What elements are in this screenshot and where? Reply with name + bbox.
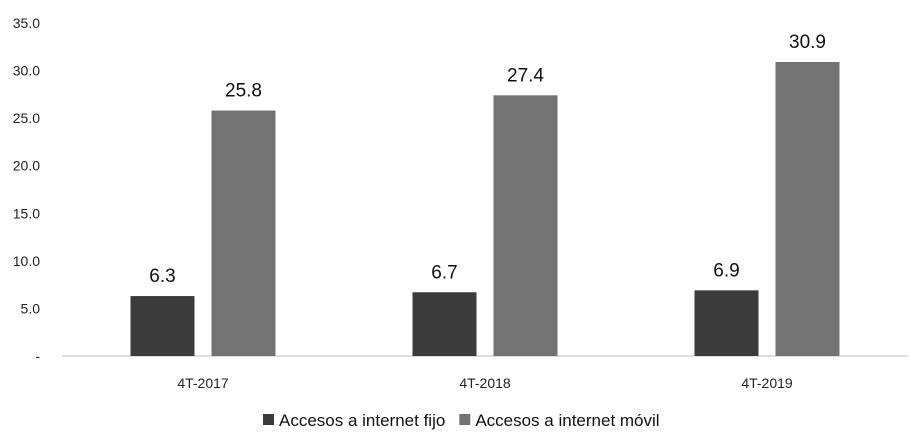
data-label: 30.9 — [789, 32, 826, 53]
data-label: 27.4 — [507, 65, 544, 86]
y-tick-label: 20.0 — [13, 158, 40, 174]
data-label: 6.7 — [431, 262, 457, 283]
data-label: 25.8 — [225, 81, 262, 102]
bar-movil — [211, 110, 276, 356]
bar-fijo — [130, 296, 195, 356]
y-tick-label: 25.0 — [13, 110, 40, 126]
legend-label: Accesos a internet móvil — [475, 411, 659, 430]
bar-fijo — [694, 290, 759, 356]
y-tick-label: 10.0 — [13, 253, 40, 269]
y-tick-label: 5.0 — [21, 300, 41, 316]
bar-fijo — [412, 292, 477, 356]
bar-movil — [493, 95, 558, 357]
legend-swatch-fijo — [263, 414, 274, 425]
data-label: 6.9 — [713, 260, 739, 281]
data-label: 6.3 — [149, 266, 175, 287]
y-tick-label: 15.0 — [13, 205, 40, 221]
bar-movil — [775, 62, 840, 356]
x-tick-label: 4T-2017 — [177, 375, 229, 391]
legend-swatch-movil — [459, 414, 471, 425]
y-tick-label: 30.0 — [13, 63, 40, 79]
y-tick-label: 35.0 — [13, 15, 40, 31]
x-tick-label: 4T-2018 — [459, 375, 511, 391]
legend-label: Accesos a internet fijo — [279, 411, 445, 430]
x-tick-label: 4T-2019 — [741, 375, 793, 391]
y-tick-label: - — [35, 348, 40, 364]
